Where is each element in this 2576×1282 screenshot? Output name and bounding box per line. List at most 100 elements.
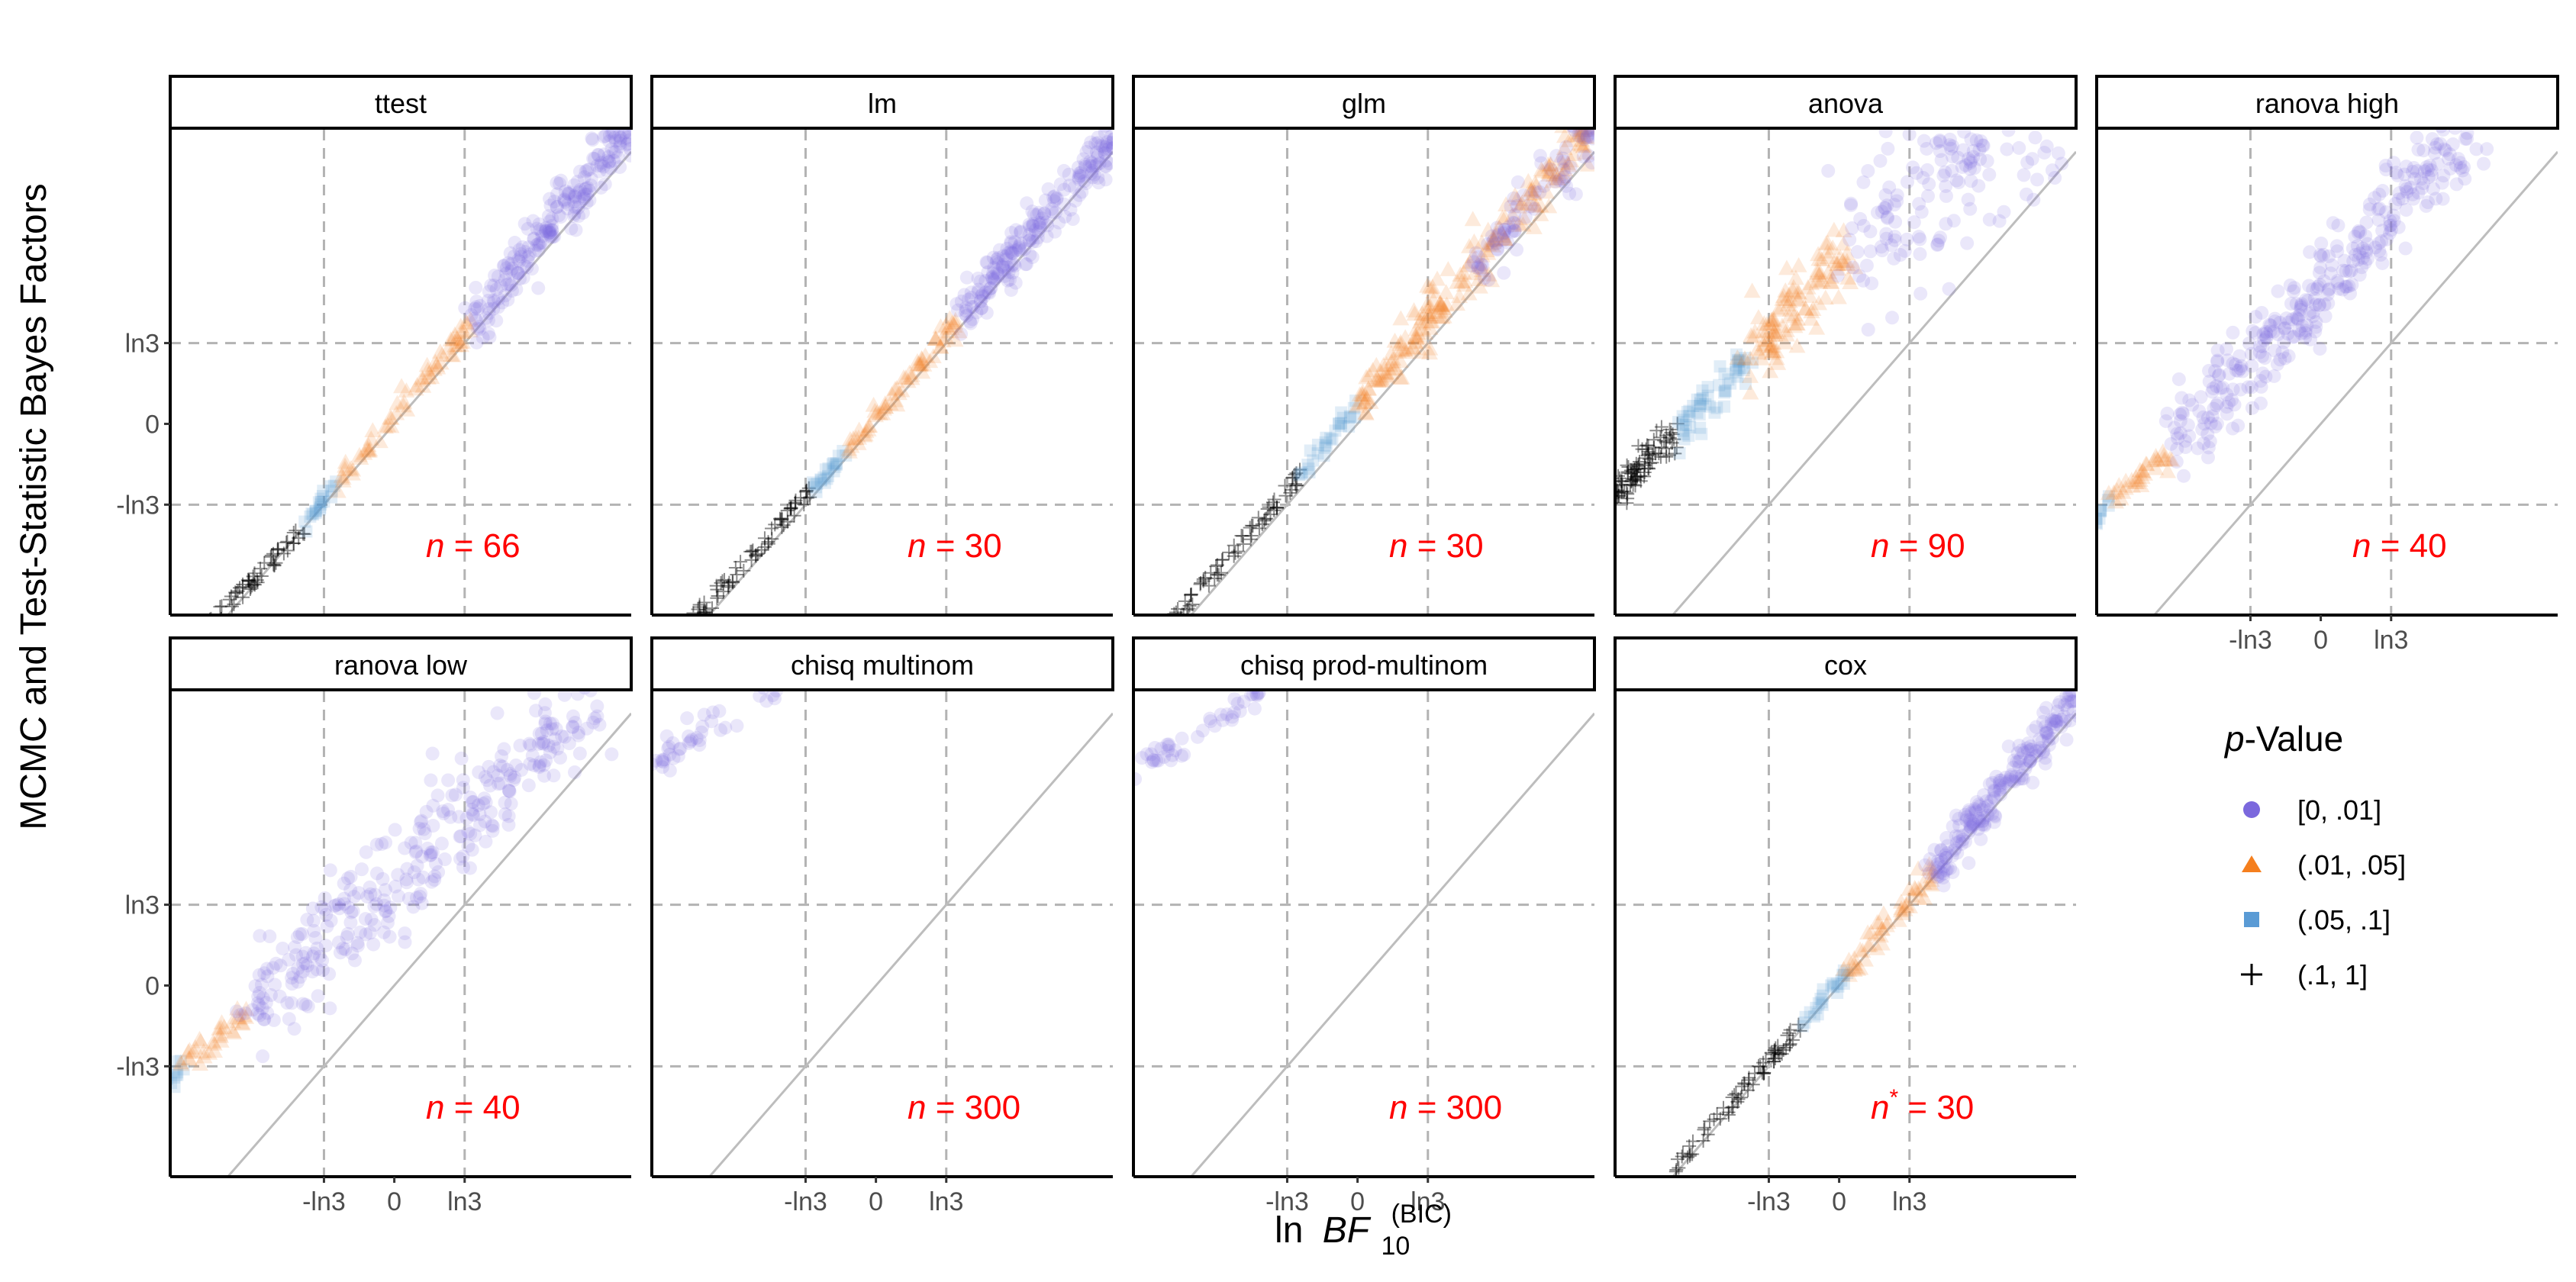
point-circle xyxy=(1559,140,1573,154)
point-plus xyxy=(1623,477,1637,491)
point-triangle xyxy=(342,459,359,475)
point-circle xyxy=(657,752,672,767)
point-circle xyxy=(2207,401,2221,416)
point-triangle xyxy=(212,1032,230,1048)
point-circle xyxy=(2196,410,2210,424)
sample-size-label: n = 30 xyxy=(1389,527,1484,565)
point-triangle xyxy=(1348,397,1365,413)
point-triangle xyxy=(1756,331,1774,347)
point-circle xyxy=(2255,305,2269,320)
point-plus xyxy=(1615,483,1625,498)
point-circle xyxy=(1890,194,1904,208)
point-square xyxy=(1730,359,1743,372)
point-circle xyxy=(1959,810,1974,824)
point-triangle xyxy=(1548,166,1565,181)
identity-line xyxy=(1671,150,2076,615)
point-plus xyxy=(1735,1079,1749,1094)
point-circle xyxy=(1933,865,1948,880)
point-group xyxy=(2097,490,2116,530)
point-triangle xyxy=(1358,389,1375,404)
point-circle xyxy=(1934,855,1949,870)
point-circle xyxy=(547,195,562,209)
point-circle xyxy=(613,140,627,154)
point-circle xyxy=(2170,427,2184,441)
point-circle xyxy=(1072,172,1086,186)
point-circle xyxy=(2014,771,2029,786)
point-triangle xyxy=(452,317,469,333)
point-circle xyxy=(543,192,557,206)
point-circle xyxy=(2039,726,2053,740)
point-circle xyxy=(383,900,398,915)
point-circle xyxy=(1533,185,1547,199)
point-triangle xyxy=(1879,913,1897,929)
point-circle xyxy=(1537,179,1552,193)
point-circle xyxy=(597,130,611,144)
point-square xyxy=(318,495,330,508)
point-plus xyxy=(1659,435,1673,449)
point-square xyxy=(1841,966,1854,979)
point-triangle xyxy=(840,440,858,456)
point-circle xyxy=(2289,297,2304,311)
point-circle xyxy=(260,961,274,976)
point-triangle xyxy=(1788,315,1805,330)
point-triangle xyxy=(1923,871,1940,887)
point-triangle xyxy=(908,353,926,369)
point-circle xyxy=(2374,247,2388,262)
point-circle xyxy=(2038,756,2052,771)
point-circle xyxy=(535,236,550,250)
point-plus xyxy=(1753,1059,1768,1074)
point-circle xyxy=(1965,818,1980,833)
point-triangle xyxy=(180,1050,198,1065)
point-circle xyxy=(512,272,527,286)
point-circle xyxy=(1888,233,1902,247)
point-circle xyxy=(408,836,423,850)
point-circle xyxy=(1098,130,1112,140)
point-triangle xyxy=(1854,942,1872,958)
point-circle xyxy=(564,221,579,236)
point-circle xyxy=(2200,411,2215,425)
point-triangle xyxy=(442,331,459,347)
point-square xyxy=(1814,992,1827,1005)
point-circle xyxy=(697,707,711,722)
point-circle xyxy=(1133,771,1143,786)
point-circle xyxy=(530,221,544,236)
point-circle xyxy=(1981,799,1995,813)
point-circle xyxy=(1939,831,1954,846)
facet-strip-label: ttest xyxy=(375,88,427,119)
point-triangle xyxy=(883,385,901,401)
point-circle xyxy=(478,770,492,784)
point-circle xyxy=(2015,743,2030,758)
point-square xyxy=(1827,981,1840,994)
point-circle xyxy=(482,759,496,774)
point-circle xyxy=(2175,391,2189,405)
legend-item: (.01, .05] xyxy=(2242,849,2406,881)
point-plus xyxy=(254,569,269,584)
point-circle xyxy=(1975,138,1990,153)
point-circle xyxy=(2355,241,2370,256)
point-circle xyxy=(257,966,272,981)
point-plus xyxy=(279,535,294,549)
point-plus xyxy=(266,557,281,572)
point-triangle xyxy=(408,376,426,392)
point-circle xyxy=(1014,224,1028,239)
point-square xyxy=(307,508,320,521)
point-triangle xyxy=(1755,315,1773,330)
point-circle xyxy=(369,866,384,881)
point-circle xyxy=(1175,749,1189,763)
point-circle xyxy=(2021,736,2036,751)
point-square xyxy=(832,449,845,462)
point-circle xyxy=(1033,216,1048,230)
point-plus xyxy=(263,549,278,564)
point-circle xyxy=(1071,160,1085,175)
point-circle xyxy=(1912,197,1926,211)
facet-strip-label: lm xyxy=(868,88,897,119)
point-square xyxy=(1739,352,1752,365)
point-circle xyxy=(1963,817,1978,832)
point-plus xyxy=(1615,478,1629,492)
point-triangle xyxy=(225,1024,243,1040)
point-plus xyxy=(1662,448,1677,462)
point-triangle xyxy=(1556,140,1573,156)
point-square xyxy=(819,463,832,476)
point-circle xyxy=(252,968,266,982)
point-circle xyxy=(1950,846,1965,860)
